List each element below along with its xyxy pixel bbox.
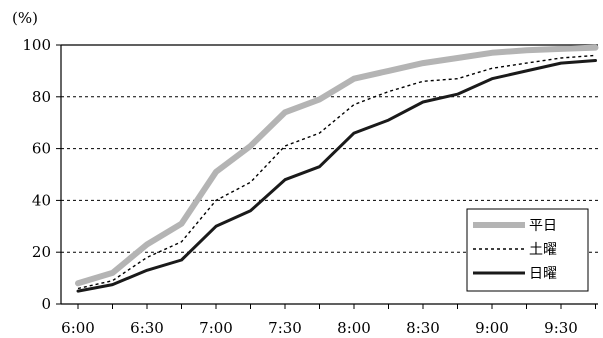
x-tick-label: 7:00	[199, 319, 233, 337]
x-tick-label: 9:30	[544, 319, 578, 337]
series-line-1	[77, 54, 596, 290]
y-tick-label: 60	[32, 140, 51, 158]
x-tick-label: 7:30	[268, 319, 302, 337]
series-lines	[75, 44, 599, 293]
series-line-0	[75, 44, 599, 287]
y-tick-label: 80	[32, 88, 51, 106]
y-tick-label: 0	[41, 295, 51, 313]
legend-box	[466, 208, 589, 292]
axes	[56, 44, 598, 309]
legend-label: 平日	[529, 218, 557, 234]
y-tick-label: 100	[22, 36, 51, 54]
tick-labels: (%) 0 20 40 60 80 100 6:00 6:30 7:00 7:30 8:00 8:30…	[12, 9, 578, 337]
x-tick-label: 9:00	[475, 319, 509, 337]
legend-label: 日曜	[529, 266, 557, 282]
x-tick-label: 8:30	[406, 319, 440, 337]
legend-label: 土曜	[529, 242, 557, 258]
series-line-2	[76, 59, 597, 293]
x-tick-label: 6:30	[130, 319, 164, 337]
y-tick-label: 40	[32, 191, 51, 209]
x-tick-label: 6:00	[61, 319, 95, 337]
x-tick-label: 8:00	[337, 319, 371, 337]
y-tick-label: 20	[32, 243, 51, 261]
y-axis-unit-label: (%)	[12, 9, 38, 27]
